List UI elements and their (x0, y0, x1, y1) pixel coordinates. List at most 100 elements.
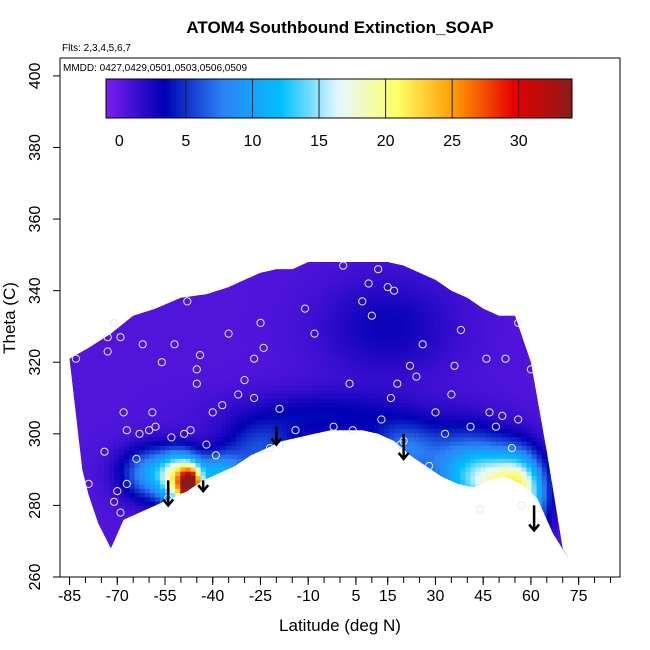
field-cell (292, 488, 298, 494)
field-cell (165, 376, 171, 382)
field-cell (333, 406, 339, 412)
field-cell (394, 355, 400, 360)
field-cell (317, 453, 324, 459)
field-cell (226, 393, 232, 399)
field-cell (282, 325, 288, 330)
field-cell (399, 380, 405, 386)
field-cell (98, 398, 105, 403)
field-cell (322, 286, 329, 292)
field-cell (83, 436, 90, 442)
field-cell (292, 496, 298, 502)
field-cell (215, 307, 222, 313)
field-cell (135, 566, 141, 571)
field-cell (292, 376, 298, 382)
field-cell (103, 350, 110, 356)
field-cell (226, 441, 232, 446)
field-cell (205, 269, 212, 275)
field-cell (236, 320, 242, 326)
field-cell (378, 376, 385, 382)
field-cell (231, 453, 237, 459)
field-cell (170, 286, 176, 292)
field-cell (383, 385, 390, 390)
field-cell (144, 509, 151, 515)
field-cell (358, 262, 365, 266)
field-cell (287, 303, 293, 309)
field-cell (231, 526, 237, 532)
field-cell (353, 316, 360, 322)
field-cell (373, 432, 380, 438)
field-cell (195, 389, 202, 395)
field-cell (317, 402, 324, 408)
field-cell (241, 544, 248, 549)
field-cell (333, 539, 339, 545)
field-cell (180, 346, 186, 352)
field-cell (282, 269, 288, 275)
field-cell (266, 462, 273, 468)
field-cell (307, 428, 314, 433)
field-cell (307, 415, 314, 421)
field-cell (246, 557, 253, 560)
field-cell (277, 252, 283, 257)
field-cell (241, 376, 248, 382)
field-cell (83, 337, 90, 343)
field-cell (78, 398, 85, 403)
field-cell (88, 539, 95, 545)
field-cell (322, 325, 329, 330)
field-cell (358, 337, 365, 343)
field-cell (399, 496, 405, 502)
field-cell (205, 355, 212, 360)
field-cell (282, 316, 288, 322)
field-cell (134, 432, 141, 438)
field-cell (282, 561, 288, 566)
field-cell (333, 466, 339, 472)
field-cell (83, 432, 90, 438)
field-cell (246, 299, 253, 305)
field-cell (134, 262, 141, 266)
field-cell (343, 359, 349, 365)
field-cell (236, 566, 242, 571)
field-cell (266, 492, 273, 498)
field-cell (170, 368, 176, 373)
field-cell (297, 501, 304, 506)
field-cell (185, 337, 192, 343)
field-cell (256, 406, 263, 412)
field-cell (368, 325, 375, 330)
field-cell (103, 505, 110, 511)
field-cell (383, 329, 390, 335)
field-cell (271, 333, 278, 339)
field-cell (358, 479, 365, 485)
field-cell (98, 475, 105, 481)
field-cell (98, 514, 105, 519)
field-cell (83, 415, 90, 421)
field-cell (180, 286, 186, 292)
field-cell (103, 539, 110, 545)
field-cell (317, 496, 324, 502)
field-cell (383, 264, 390, 270)
field-cell (195, 372, 202, 378)
field-cell (170, 522, 176, 528)
field-cell (399, 346, 405, 352)
field-cell (88, 441, 95, 446)
field-cell (378, 312, 385, 317)
field-cell (159, 264, 166, 270)
field-cell (292, 385, 298, 390)
field-cell (246, 458, 253, 464)
field-cell (63, 501, 69, 506)
field-cell (251, 337, 258, 343)
field-cell (190, 410, 197, 416)
field-cell (333, 303, 339, 309)
field-cell (353, 557, 360, 560)
field-cell (404, 462, 410, 468)
field-cell (317, 307, 324, 313)
field-cell (93, 432, 100, 438)
field-cell (180, 316, 186, 322)
field-cell (348, 544, 354, 549)
field-cell (134, 312, 141, 317)
field-cell (93, 295, 100, 300)
field-cell (139, 432, 146, 438)
field-cell (313, 566, 319, 571)
field-cell (206, 561, 212, 566)
field-cell (343, 290, 349, 296)
field-cell (333, 346, 339, 352)
field-cell (338, 389, 344, 395)
